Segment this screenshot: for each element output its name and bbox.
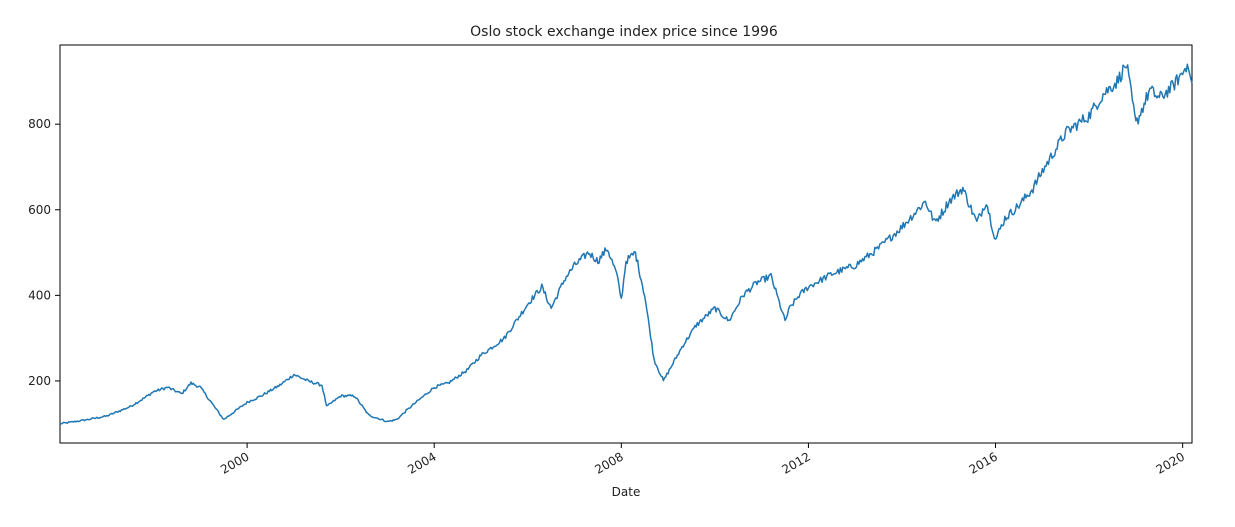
x-tick-label: 2012 <box>779 449 812 476</box>
x-axis: 2000 2004 2008 2012 2016 2020 <box>218 443 1187 477</box>
series-line-oslo-index <box>59 63 1193 425</box>
x-tick-label: 2008 <box>592 449 625 476</box>
y-tick-label: 800 <box>28 117 51 131</box>
y-axis: 200 400 600 800 <box>28 117 60 388</box>
x-tick-label: 2004 <box>405 449 438 476</box>
y-tick-label: 400 <box>28 288 51 302</box>
x-tick-label: 2000 <box>218 449 251 476</box>
plot-frame <box>59 44 1193 444</box>
x-tick-label: 2016 <box>967 449 1000 476</box>
chart-title: Oslo stock exchange index price since 19… <box>470 24 778 40</box>
x-axis-label: Date <box>612 485 641 499</box>
y-tick-label: 200 <box>28 374 51 388</box>
y-tick-label: 600 <box>28 203 51 217</box>
x-tick-label: 2020 <box>1154 449 1187 476</box>
